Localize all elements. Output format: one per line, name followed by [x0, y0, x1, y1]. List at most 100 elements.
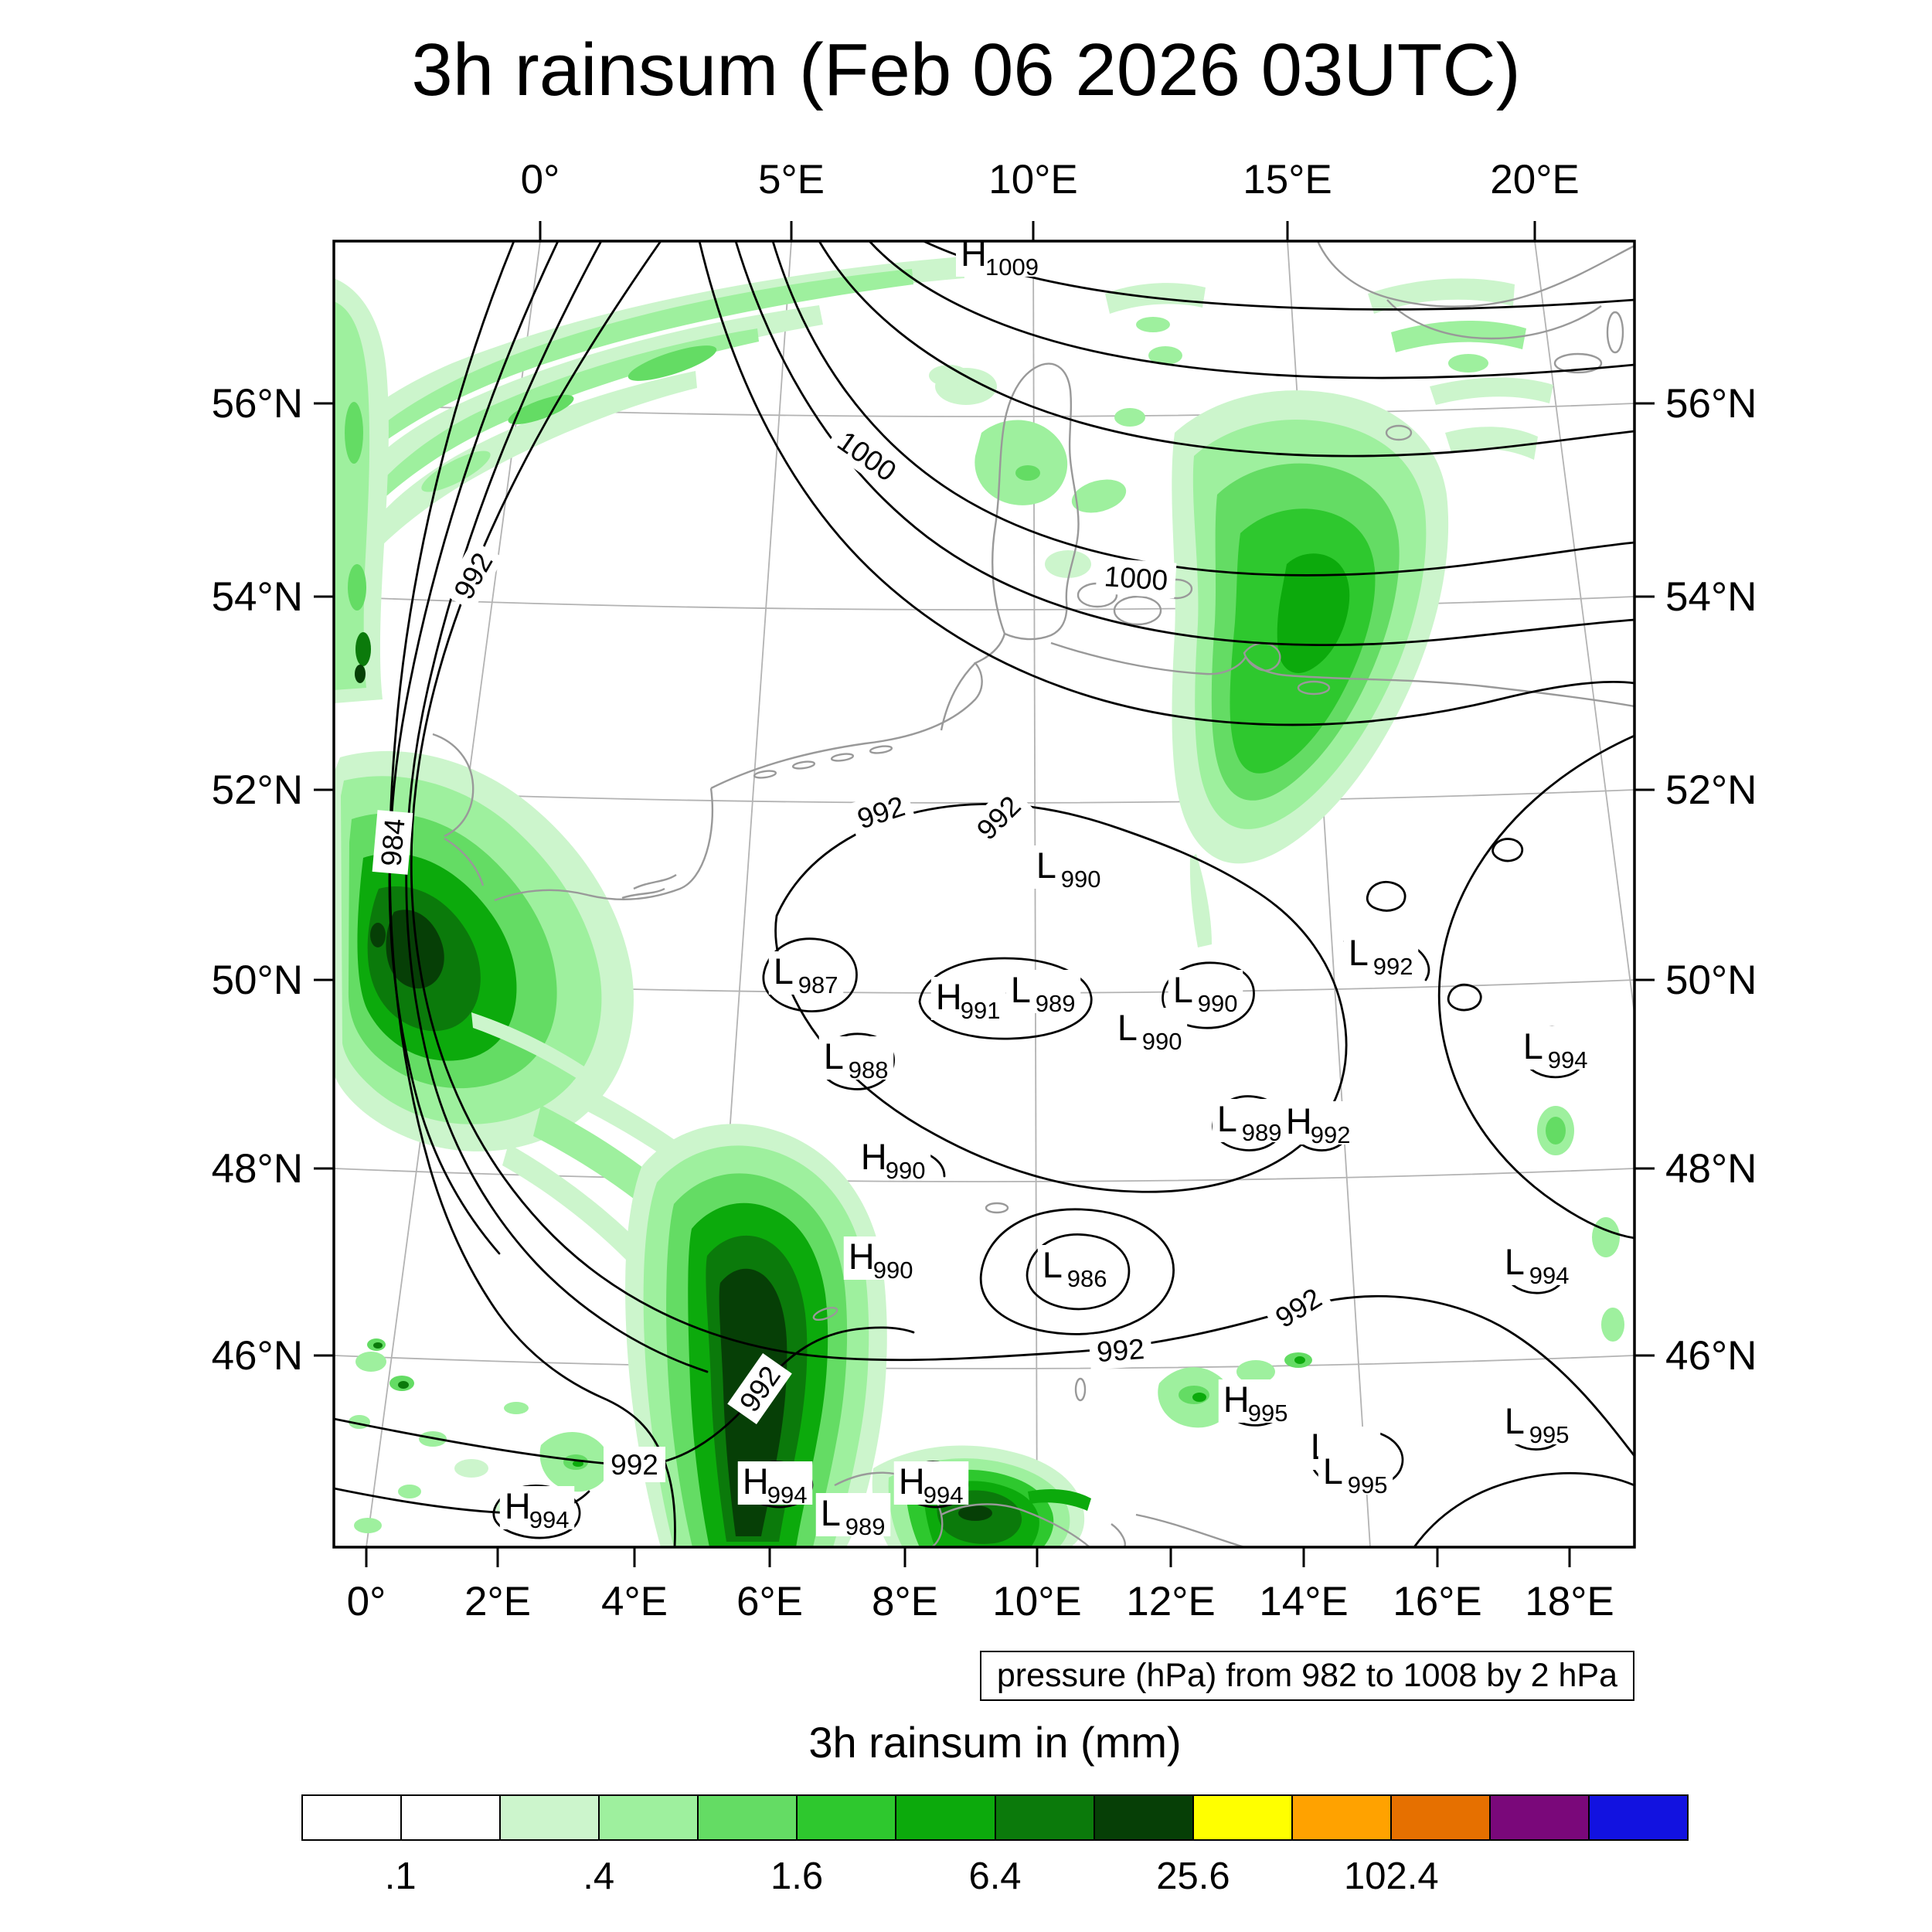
- colorbar-swatch-8: [1093, 1796, 1192, 1839]
- precip-area: [958, 1505, 992, 1521]
- pressure-center-l988: L 988: [818, 1036, 894, 1083]
- pressure-center-value: 994: [923, 1481, 964, 1509]
- precip-area: [975, 420, 1068, 505]
- isobar-line: [868, 241, 1634, 379]
- precip-area: [355, 1352, 386, 1372]
- precip-area: [1114, 408, 1145, 427]
- contour-label-box: [604, 1447, 665, 1482]
- contour-label-box: [845, 785, 917, 839]
- pressure-center-letter: H: [936, 976, 962, 1017]
- precip-area: [1294, 1356, 1305, 1364]
- colorbar-swatch-1: [400, 1796, 500, 1839]
- coastline: [791, 760, 816, 770]
- pressure-center-value: 991: [961, 997, 1001, 1024]
- pressure-center-value: 990: [1142, 1028, 1182, 1055]
- isobar-line: [698, 241, 1634, 726]
- precip-area: [373, 1342, 383, 1349]
- top-axis-label: 0°: [521, 157, 560, 202]
- precip-area: [354, 1518, 382, 1533]
- precip-area: [454, 1459, 488, 1478]
- precip-area: [357, 371, 697, 572]
- precip-area: [1430, 377, 1553, 405]
- axes: 0° 5°E 10°E 15°E 20°E 0° 2°E 4°E 6°E 8°E 10°E 12°E 1…: [212, 157, 1757, 1624]
- precip-area: [1546, 1117, 1566, 1145]
- precip-area: [386, 910, 444, 989]
- precip-area: [1148, 346, 1182, 365]
- precip-area: [1445, 427, 1538, 460]
- top-axis-label: 5°E: [758, 157, 825, 202]
- top-axis-label: 10°E: [988, 157, 1078, 202]
- precip-area: [1045, 550, 1091, 578]
- pressure-center-box: [1005, 970, 1081, 1013]
- pressure-center-letter: L: [1117, 1007, 1138, 1048]
- colorbar-tick-label: 25.6: [1156, 1855, 1230, 1897]
- contour-label-box: [372, 810, 413, 875]
- pressure-center-box: [1037, 1245, 1113, 1288]
- pressure-center-l987: L 987: [768, 951, 844, 998]
- contour-label-box: [727, 1353, 792, 1424]
- contour-label-box: [964, 783, 1033, 852]
- colorbar-tick-label: .4: [583, 1855, 615, 1897]
- pressure-center-value: 987: [798, 971, 838, 998]
- pressure-center-box: [1112, 1008, 1188, 1051]
- top-axis-label: 15°E: [1243, 157, 1332, 202]
- pressure-center-letter: L: [1036, 845, 1056, 886]
- isobar-line: [762, 937, 858, 1012]
- pressure-center-l990: L 990: [1168, 969, 1243, 1017]
- pressure-center-value: 995: [1248, 1400, 1288, 1427]
- coastline: [1113, 595, 1162, 626]
- bottom-axis-label: 16°E: [1393, 1579, 1482, 1624]
- colorbar-tick-label: 1.6: [770, 1855, 824, 1897]
- bottom-axis-label: 0°: [347, 1579, 386, 1624]
- right-axis-label: 52°N: [1665, 767, 1757, 813]
- pressure-center-box: [1343, 933, 1419, 976]
- colorbar-swatch-5: [796, 1796, 896, 1839]
- graticule-line: [1534, 241, 1634, 1020]
- pressure-center-l989: L 989: [1212, 1098, 1287, 1146]
- coastline: [869, 745, 893, 754]
- pressure-center-value: 990: [1198, 990, 1238, 1017]
- right-axis-label: 56°N: [1665, 381, 1757, 427]
- right-axis-label: 48°N: [1665, 1146, 1757, 1192]
- precip-area: [355, 632, 371, 666]
- colorbar-swatch-4: [697, 1796, 797, 1839]
- pressure-center-letter: L: [1505, 1400, 1525, 1441]
- pressure-center-value: 994: [1529, 1262, 1570, 1289]
- colorbar-swatch-3: [598, 1796, 698, 1839]
- coastline: [494, 633, 1006, 902]
- isobar-line: [410, 241, 1634, 1458]
- isobar-line: [1492, 838, 1524, 862]
- pressure-center-value: 989: [845, 1513, 886, 1540]
- pressure-center-value: 988: [849, 1056, 889, 1083]
- precip-area: [348, 305, 823, 522]
- left-axis-label: 54°N: [212, 574, 303, 620]
- pressure-center-l986: L 986: [1037, 1244, 1113, 1292]
- pressure-center-value: 995: [1348, 1471, 1388, 1498]
- isobar-line: [405, 241, 709, 1373]
- precip-area: [1192, 1393, 1206, 1402]
- pressure-center-letter: L: [774, 951, 794, 992]
- bottom-axis-label: 18°E: [1525, 1579, 1614, 1624]
- isobar-line: [334, 1326, 915, 1467]
- pressure-center-box: [818, 1036, 894, 1080]
- colorbar-swatch-6: [895, 1796, 995, 1839]
- isobar-line: [918, 957, 1093, 1040]
- isobar-line: [1437, 734, 1634, 1240]
- pressure-center-box: [893, 1461, 969, 1505]
- colorbar-tick-label: .1: [384, 1855, 417, 1897]
- precip-area: [1071, 479, 1127, 513]
- precipitation-shading: [334, 257, 1624, 1547]
- pressure-center-l989: L 989: [1005, 969, 1081, 1017]
- contour-label: 992: [964, 783, 1033, 852]
- colorbar-swatch-12: [1488, 1796, 1589, 1839]
- contour-label-box: [442, 539, 504, 612]
- precip-area: [502, 1144, 641, 1261]
- right-axis-label: 46°N: [1665, 1333, 1757, 1379]
- pressure-center-value: 989: [1036, 990, 1076, 1017]
- right-axis-label: 50°N: [1665, 957, 1757, 1003]
